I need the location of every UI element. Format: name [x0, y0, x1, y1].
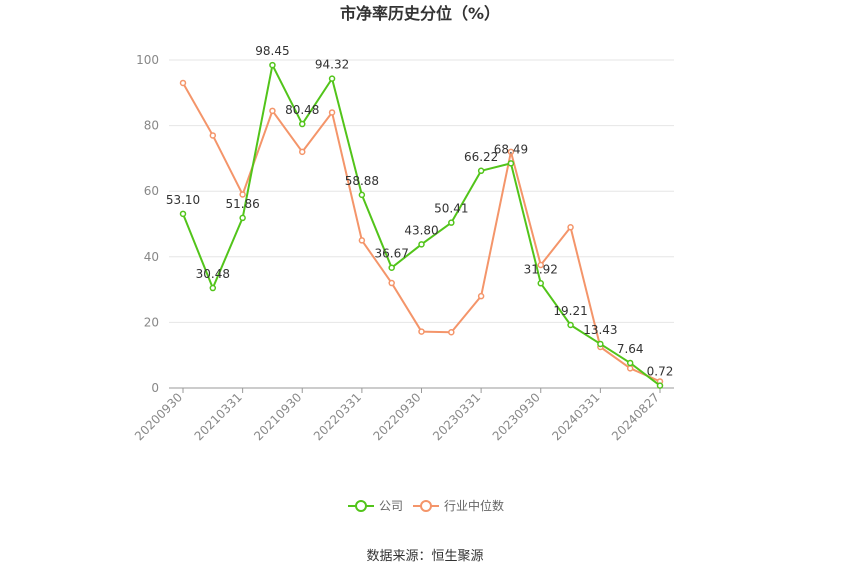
data-point[interactable]	[179, 79, 187, 87]
data-point[interactable]	[626, 359, 634, 367]
data-point[interactable]	[239, 214, 246, 222]
x-axis: 20200930 20210331 20210930 20220331 20220930…	[132, 388, 662, 443]
data-point[interactable]	[358, 237, 366, 244]
x-tick-label: 20220930	[371, 390, 424, 443]
legend-marker	[420, 500, 432, 512]
data-point[interactable]	[299, 120, 306, 128]
data-point[interactable]	[656, 382, 664, 389]
data-point[interactable]	[388, 264, 395, 271]
legend-label: 公司	[379, 499, 403, 513]
data-label: 43.80	[404, 223, 438, 237]
data-label: 98.45	[255, 44, 289, 58]
x-tick-label: 20220331	[311, 390, 364, 443]
data-point[interactable]	[328, 75, 336, 82]
data-label: 68.49	[494, 142, 528, 156]
data-label: 31.92	[524, 262, 558, 276]
data-point[interactable]	[418, 328, 425, 335]
data-point[interactable]	[299, 148, 306, 156]
series-layer	[179, 61, 664, 389]
grid	[169, 59, 674, 389]
y-tick-label: 80	[144, 119, 159, 133]
y-axis: 0 20 40 60 80 100	[136, 53, 159, 395]
data-point[interactable]	[477, 167, 485, 175]
data-label: 36.67	[375, 247, 409, 261]
data-label: 58.88	[345, 174, 379, 188]
x-tick-label: 20240331	[549, 390, 602, 443]
data-point[interactable]	[209, 284, 217, 292]
data-point[interactable]	[388, 279, 395, 287]
data-point[interactable]	[328, 109, 336, 116]
data-label: 0.72	[647, 365, 674, 379]
data-point[interactable]	[448, 219, 455, 226]
legend-label: 行业中位数	[444, 498, 504, 513]
y-tick-label: 20	[144, 315, 159, 329]
y-tick-label: 0	[151, 381, 159, 395]
data-point[interactable]	[477, 292, 485, 300]
data-point[interactable]	[448, 328, 455, 336]
data-label: 94.32	[315, 58, 349, 72]
data-label: 51.86	[225, 197, 259, 211]
y-tick-label: 60	[144, 184, 159, 198]
x-tick-label: 20210930	[251, 390, 304, 443]
x-tick-label: 20200930	[132, 390, 185, 443]
data-label: 80.48	[285, 103, 319, 117]
data-point[interactable]	[358, 191, 366, 199]
data-point[interactable]	[418, 241, 425, 248]
data-point[interactable]	[567, 224, 574, 231]
data-point[interactable]	[597, 340, 604, 348]
chart-title: 市净率历史分位（%）	[340, 4, 500, 23]
data-point[interactable]	[537, 280, 544, 287]
data-point[interactable]	[179, 210, 187, 218]
data-label: 13.43	[583, 323, 617, 337]
legend-item-industry-median[interactable]: 行业中位数	[413, 498, 504, 513]
data-label: 50.41	[434, 202, 468, 216]
data-point[interactable]	[537, 261, 544, 269]
data-label: 66.22	[464, 150, 498, 164]
data-label: 7.64	[617, 342, 644, 356]
legend[interactable]: 公司 行业中位数	[348, 498, 504, 513]
legend-item-company[interactable]: 公司	[348, 499, 403, 513]
y-tick-label: 100	[136, 53, 159, 67]
data-point[interactable]	[209, 132, 217, 139]
legend-marker	[355, 500, 367, 512]
data-labels: 53.10 30.48 51.86 98.45 80.48 94.32 58.88 36.67…	[166, 44, 674, 379]
data-label: 30.48	[196, 267, 230, 281]
data-point[interactable]	[269, 61, 276, 69]
data-label: 19.21	[553, 304, 587, 318]
data-point[interactable]	[567, 321, 574, 329]
data-label: 53.10	[166, 193, 200, 207]
data-point[interactable]	[507, 160, 515, 167]
x-tick-label: 20230930	[490, 390, 543, 443]
data-point[interactable]	[269, 107, 276, 115]
x-tick-label: 20240827	[609, 390, 662, 443]
source-note: 数据来源：恒生聚源	[366, 549, 483, 564]
data-point[interactable]	[239, 191, 246, 198]
data-point[interactable]	[626, 365, 634, 372]
x-tick-label: 20210331	[192, 390, 245, 443]
y-tick-label: 40	[144, 250, 159, 264]
x-tick-label: 20230331	[430, 390, 483, 443]
data-point[interactable]	[507, 148, 515, 156]
